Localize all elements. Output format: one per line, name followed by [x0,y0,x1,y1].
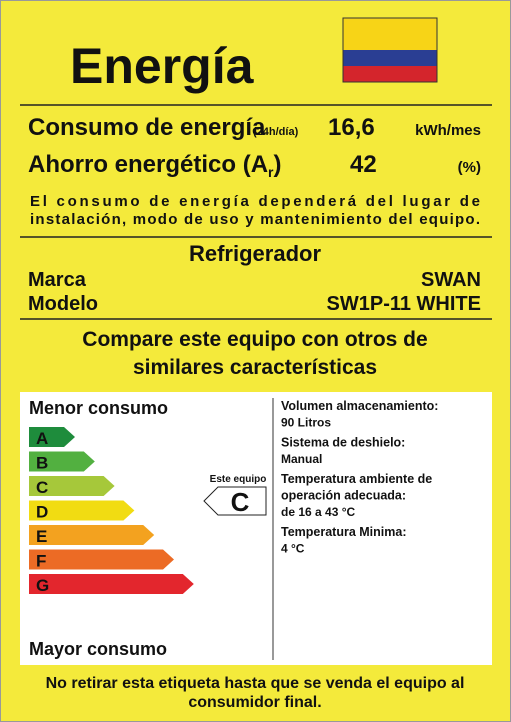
savings-unit: (%) [458,159,481,176]
scale-bottom-label: Mayor consumo [29,639,167,659]
scale-top-label: Menor consumo [29,398,168,418]
class-arrow [29,451,95,472]
savings-value: 42 [350,151,377,178]
spec-label: Sistema de deshielo: [281,436,405,450]
class-letter: G [36,576,49,595]
compare-line: similares características [133,356,377,379]
product-type: Refrigerador [189,241,321,266]
savings-subscript: r [268,164,274,180]
class-letter: B [36,454,48,473]
spec-label: Temperatura ambiente de [281,472,432,486]
note-line: instalación, modo de uso y mantenimiento… [30,211,480,228]
footer-line: No retirar esta etiqueta hasta que se ve… [46,675,465,692]
note-line: El consumo de energía dependerá del luga… [30,193,480,210]
indicator-class: C [231,487,250,517]
flag [342,17,438,83]
spec-label: Temperatura Minima: [281,525,407,539]
class-arrow [29,427,75,447]
class-letter: F [36,552,46,571]
spec-label: operación adecuada: [281,489,406,503]
class-arrow [29,476,115,496]
class-letter: C [36,478,48,497]
model: SW1P-11 WHITE [327,293,481,315]
class-letter: E [36,527,47,546]
class-arrow [29,574,194,594]
spec-label: Volumen almacenamiento: [281,399,438,413]
spec-value: Manual [281,452,322,466]
consumption-unit: kWh/mes [415,122,481,139]
brand: SWAN [421,269,481,291]
consumption-qualifier: (24h/día) [253,126,299,138]
indicator-arrow [203,486,267,516]
footer-line: consumidor final. [188,694,321,711]
compare-line: Compare este equipo con otros de [82,328,427,351]
model-label: Modelo [28,293,98,315]
class-arrow [29,500,135,521]
brand-label: Marca [28,269,87,291]
specs: Volumen almacenamiento: 90 Litros Sistema … [281,399,438,556]
savings-label: Ahorro energético (Ar) [28,151,281,180]
class-arrow [29,549,174,570]
class-letter: A [36,429,48,448]
savings-label-main: Ahorro energético (A [28,151,268,178]
consumption-value: 16,6 [328,114,375,141]
spec-value: de 16 a 43 °C [281,505,356,519]
spec-value: 90 Litros [281,416,331,430]
savings-label-end: ) [273,151,281,178]
title: Energía [70,38,255,94]
indicator-caption: Este equipo [210,474,267,485]
spec-value: 4 °C [281,542,305,556]
class-letter: D [36,503,48,522]
class-arrow [29,525,155,545]
consumption-label: Consumo de energía [28,114,266,141]
